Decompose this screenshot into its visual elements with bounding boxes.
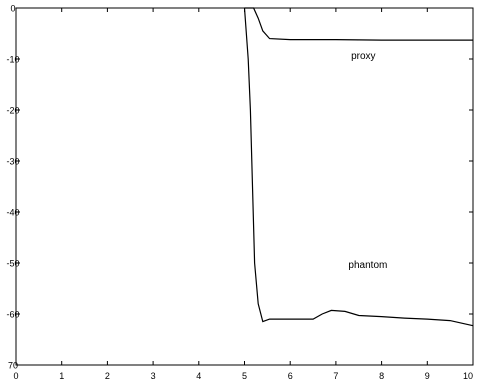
y-tick-label: -50 bbox=[6, 259, 19, 269]
x-tick-label: 6 bbox=[288, 371, 293, 381]
x-tick-labels: 0 1 2 3 4 5 6 7 8 9 10 bbox=[13, 371, 473, 381]
y-tick-label: -30 bbox=[6, 157, 19, 167]
y-tick-label: -10 bbox=[6, 55, 19, 65]
x-tick-label: 5 bbox=[242, 371, 247, 381]
x-tick-label: 2 bbox=[105, 371, 110, 381]
series-line-2 bbox=[243, 7, 474, 327]
y-tick-label: -60 bbox=[6, 310, 19, 320]
y-tick-label: -40 bbox=[6, 208, 19, 218]
x-tick-label: 3 bbox=[151, 371, 156, 381]
x-tick-label: 10 bbox=[463, 371, 473, 381]
annotation-label: phantom bbox=[348, 260, 387, 271]
x-tick-label: 7 bbox=[333, 371, 338, 381]
x-tick-label: 1 bbox=[59, 371, 64, 381]
y-tick-labels: 0 -10 -20 -30 -40 -50 -60 70 bbox=[6, 4, 19, 371]
x-tick-label: 0 bbox=[13, 371, 18, 381]
series-lines bbox=[243, 7, 474, 327]
y-tick-label: 70 bbox=[8, 361, 18, 371]
y-tick-label: 0 bbox=[10, 4, 15, 14]
x-tick-label: 8 bbox=[379, 371, 384, 381]
y-tick-label: -20 bbox=[6, 106, 19, 116]
annotation-label: proxy bbox=[351, 51, 375, 62]
plot-frame bbox=[15, 7, 474, 366]
annotations: proxy phantom bbox=[348, 51, 387, 271]
series-line-1 bbox=[244, 7, 473, 41]
x-tick-label: 4 bbox=[196, 371, 201, 381]
x-tick-label: 9 bbox=[425, 371, 430, 381]
tick-marks bbox=[15, 7, 474, 366]
